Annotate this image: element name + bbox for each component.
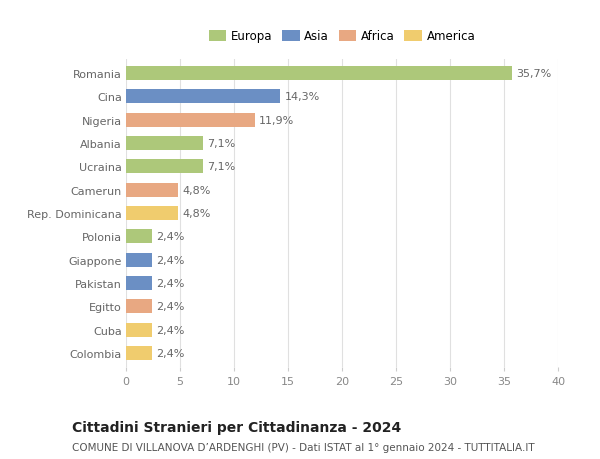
Bar — [126, 276, 152, 290]
Text: 35,7%: 35,7% — [516, 69, 551, 78]
Text: Cittadini Stranieri per Cittadinanza - 2024: Cittadini Stranieri per Cittadinanza - 2… — [72, 420, 401, 434]
Bar — [126, 137, 203, 151]
Bar — [126, 160, 203, 174]
Bar — [126, 300, 152, 313]
Text: 2,4%: 2,4% — [156, 232, 185, 242]
Bar — [126, 230, 152, 244]
Text: 14,3%: 14,3% — [285, 92, 320, 102]
Bar — [126, 253, 152, 267]
Text: COMUNE DI VILLANOVA D’ARDENGHI (PV) - Dati ISTAT al 1° gennaio 2024 - TUTTITALIA: COMUNE DI VILLANOVA D’ARDENGHI (PV) - Da… — [72, 442, 535, 452]
Text: 2,4%: 2,4% — [156, 325, 185, 335]
Bar — [126, 207, 178, 220]
Legend: Europa, Asia, Africa, America: Europa, Asia, Africa, America — [204, 26, 480, 48]
Text: 4,8%: 4,8% — [182, 208, 211, 218]
Text: 7,1%: 7,1% — [207, 139, 235, 149]
Text: 2,4%: 2,4% — [156, 255, 185, 265]
Text: 7,1%: 7,1% — [207, 162, 235, 172]
Text: 2,4%: 2,4% — [156, 302, 185, 312]
Text: 11,9%: 11,9% — [259, 115, 294, 125]
Bar — [126, 90, 280, 104]
Text: 4,8%: 4,8% — [182, 185, 211, 195]
Bar — [126, 113, 254, 127]
Bar — [126, 323, 152, 337]
Bar — [126, 183, 178, 197]
Text: 2,4%: 2,4% — [156, 278, 185, 288]
Text: 2,4%: 2,4% — [156, 348, 185, 358]
Bar — [126, 346, 152, 360]
Bar — [126, 67, 512, 81]
